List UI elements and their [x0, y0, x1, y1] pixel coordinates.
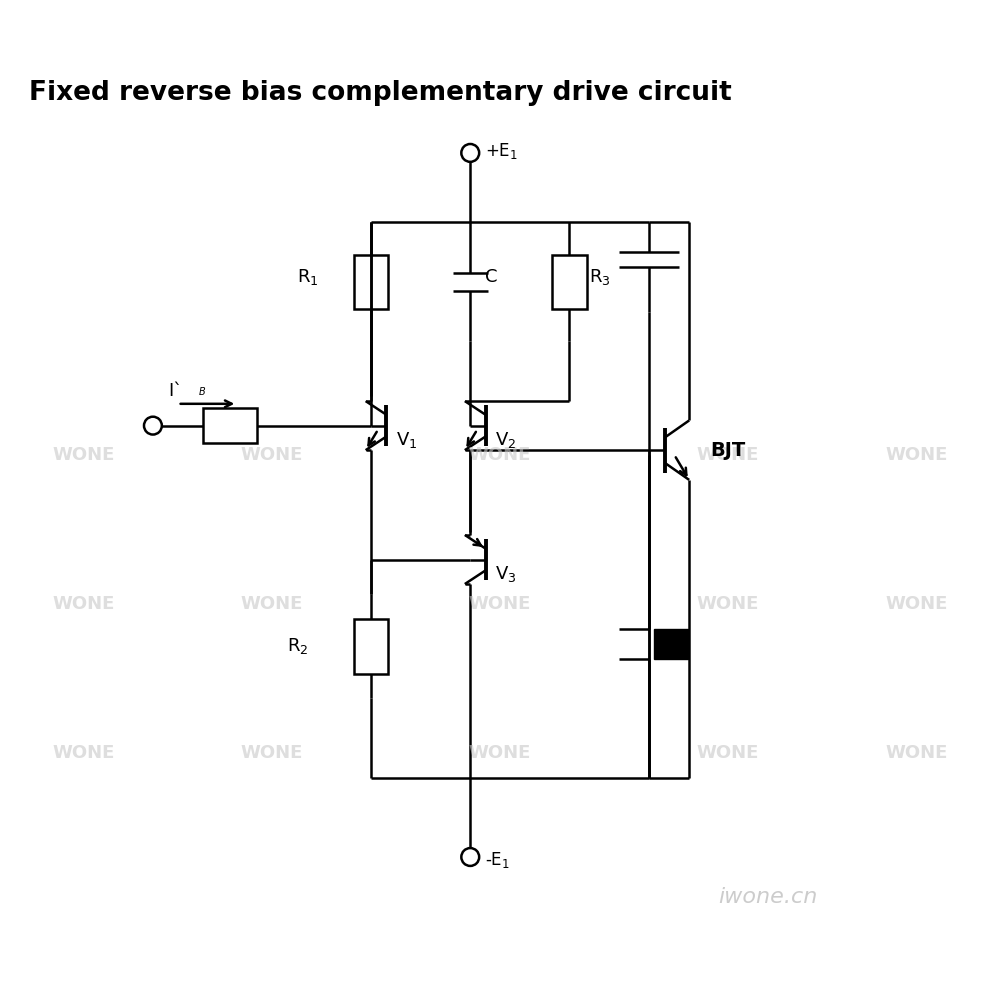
Text: $_B$: $_B$ — [198, 384, 206, 398]
Text: R$_2$: R$_2$ — [287, 636, 308, 656]
Text: iwone.cn: iwone.cn — [718, 887, 818, 907]
Text: WONE: WONE — [885, 595, 948, 613]
Text: R$_3$: R$_3$ — [589, 267, 611, 287]
Text: WONE: WONE — [52, 446, 115, 464]
Text: WONE: WONE — [469, 446, 531, 464]
Text: WONE: WONE — [52, 744, 115, 762]
Text: WONE: WONE — [697, 446, 759, 464]
Text: V$_1$: V$_1$ — [396, 430, 418, 450]
Bar — [354, 619, 388, 674]
Text: +E$_1$: +E$_1$ — [485, 141, 518, 161]
Text: WONE: WONE — [697, 744, 759, 762]
Text: V$_3$: V$_3$ — [495, 564, 517, 584]
Text: -E$_1$: -E$_1$ — [485, 850, 510, 870]
Text: WONE: WONE — [241, 744, 303, 762]
Text: I`: I` — [168, 382, 182, 400]
Text: WONE: WONE — [469, 744, 531, 762]
Bar — [552, 255, 587, 309]
Text: Fixed reverse bias complementary drive circuit: Fixed reverse bias complementary drive c… — [29, 80, 732, 106]
Text: R$_1$: R$_1$ — [297, 267, 318, 287]
Text: WONE: WONE — [469, 595, 531, 613]
Text: C: C — [485, 268, 498, 286]
Text: BJT: BJT — [710, 441, 745, 460]
Text: V$_2$: V$_2$ — [495, 430, 517, 450]
Text: WONE: WONE — [52, 595, 115, 613]
Text: WONE: WONE — [241, 595, 303, 613]
Text: WONE: WONE — [885, 446, 948, 464]
Bar — [354, 255, 388, 309]
Text: WONE: WONE — [885, 744, 948, 762]
Bar — [203, 408, 257, 443]
Text: WONE: WONE — [697, 595, 759, 613]
Text: WONE: WONE — [241, 446, 303, 464]
Bar — [654, 629, 688, 659]
